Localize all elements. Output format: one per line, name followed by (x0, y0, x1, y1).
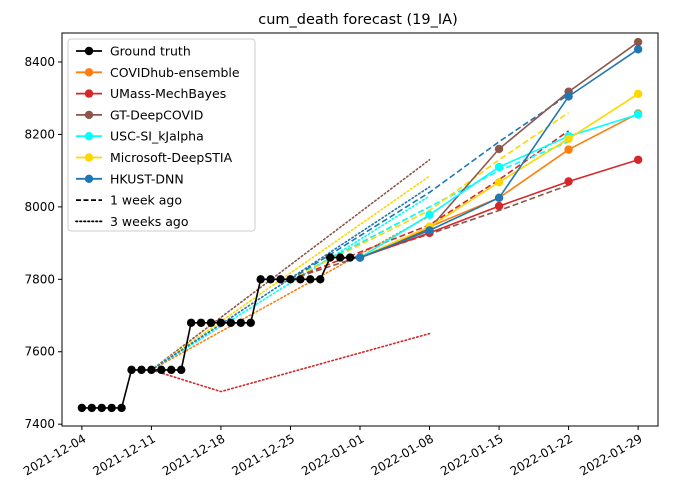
forecast-1-week-ago-line (290, 112, 570, 281)
ground-truth-point (196, 318, 206, 327)
forecast-point (564, 145, 573, 154)
forecast-3-weeks-ago-line (150, 175, 431, 371)
forecast-point (494, 201, 504, 211)
legend-label: 3 weeks ago (110, 214, 189, 229)
ground-truth-point (186, 318, 196, 327)
forecast-point (633, 89, 643, 99)
forecast-point (633, 45, 643, 54)
legend-swatch-marker (84, 132, 94, 141)
ground-truth-point (226, 318, 236, 327)
legend-label: COVIDhub-ensemble (110, 65, 240, 80)
ground-truth-point (345, 253, 355, 262)
ground-truth-point (256, 275, 265, 284)
forecast-point (564, 177, 573, 186)
ground-truth-point (216, 318, 226, 327)
y-tick-label: 7600 (24, 345, 55, 359)
forecast-point (494, 193, 504, 203)
x-tick-label: 2021-12-25 (230, 431, 297, 478)
y-tick-label: 8200 (24, 127, 55, 141)
forecast-point (633, 110, 643, 119)
forecast-point (425, 210, 434, 220)
forecast-point (494, 144, 504, 154)
ground-truth-point (127, 365, 136, 375)
forecast-point (564, 134, 573, 143)
ground-truth-point (266, 275, 275, 284)
forecast-1-week-ago-line (290, 140, 569, 281)
legend-label: HKUST-DNN (110, 171, 184, 186)
plot-area (77, 37, 643, 413)
ground-truth-point (77, 403, 87, 413)
ground-truth-point (316, 275, 325, 284)
x-tick-label: 2022-01-15 (438, 431, 505, 478)
ground-truth-point (246, 318, 255, 327)
ground-truth-point (296, 275, 305, 284)
legend-swatch-marker (84, 153, 94, 162)
ground-truth-point (167, 365, 176, 375)
forecast-3-weeks-ago-line (150, 159, 431, 371)
legend-label: GT-DeepCOVID (110, 107, 203, 122)
ground-truth-point (97, 403, 106, 413)
y-tick-label: 8400 (24, 55, 55, 69)
forecast-line (359, 93, 639, 259)
legend-label: Microsoft-DeepSTIA (110, 150, 233, 165)
legend-swatch-marker (84, 46, 94, 56)
ground-truth-point (276, 275, 285, 284)
forecast-1-week-ago-line (290, 130, 570, 281)
forecast-point (564, 92, 573, 101)
forecast-point (633, 155, 643, 164)
legend-swatch-marker (84, 174, 94, 183)
x-tick-label: 2022-01-08 (369, 431, 436, 478)
legend-swatch-marker (84, 110, 94, 120)
legend-swatch-marker (84, 89, 94, 98)
forecast-3-weeks-ago-line (150, 332, 431, 393)
ground-truth-point (177, 365, 186, 375)
ground-truth-point (87, 403, 97, 413)
ground-truth-point (286, 275, 295, 284)
ground-truth-point (157, 365, 166, 375)
ground-truth-point (306, 275, 315, 284)
x-tick-label: 2021-12-18 (160, 431, 227, 478)
forecast-point (355, 253, 365, 262)
forecast-1-week-ago-line (290, 93, 570, 280)
forecast-line (359, 48, 639, 259)
legend-label: UMass-MechBayes (110, 86, 226, 101)
legend: Ground truth COVIDhub-ensemble UMass-MechB… (67, 38, 256, 232)
forecast-point (633, 37, 643, 47)
legend-swatch-marker (84, 68, 94, 77)
forecast-3-weeks-ago-line (150, 186, 431, 371)
forecast-point (494, 162, 504, 172)
ground-truth-point (236, 318, 245, 327)
ground-truth-point (335, 253, 345, 262)
legend-label: USC-SI_kJalpha (110, 129, 204, 144)
x-tick-label: 2021-12-04 (21, 431, 88, 478)
legend-label: Ground truth (110, 44, 191, 59)
y-tick-label: 7800 (24, 272, 55, 286)
x-tick-label: 2022-01-22 (508, 431, 575, 478)
y-tick-label: 8000 (24, 200, 55, 214)
legend-label: 1 week ago (110, 193, 182, 208)
forecast-point (494, 178, 504, 187)
forecast-point (425, 226, 434, 235)
ground-truth-point (206, 318, 216, 327)
ground-truth-point (117, 403, 126, 413)
ground-truth-point (147, 365, 156, 375)
ground-truth-point (107, 403, 116, 413)
y-tick-label: 7400 (24, 417, 55, 431)
x-tick-label: 2022-01-01 (299, 431, 366, 478)
forecast-3-weeks-ago-line (150, 215, 431, 371)
x-tick-label: 2021-12-11 (90, 431, 157, 478)
chart-title: cum_death forecast (19_IA) (258, 12, 458, 28)
ground-truth-point (326, 253, 335, 262)
legend-box (67, 38, 256, 232)
ground-truth-point (137, 365, 146, 375)
x-tick-label: 2022-01-29 (577, 431, 644, 478)
